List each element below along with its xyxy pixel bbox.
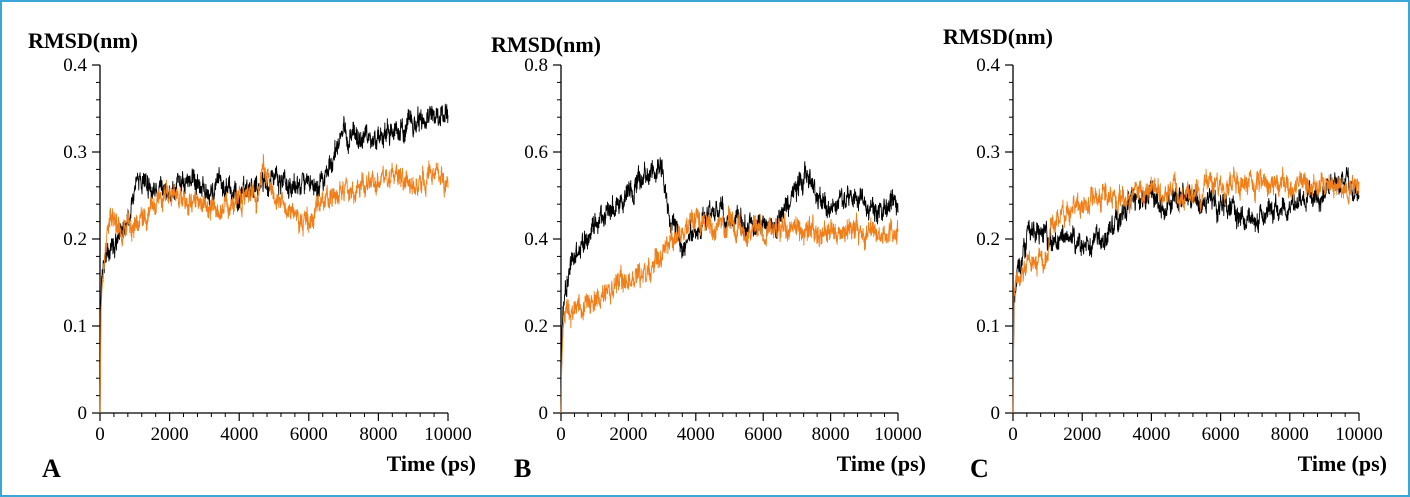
x-tick-label: 10000 bbox=[874, 424, 922, 445]
y-tick-label: 0 bbox=[991, 403, 1001, 424]
x-tick-label: 8000 bbox=[812, 424, 850, 445]
y-tick-label: 0 bbox=[539, 403, 549, 424]
x-axis-label: Time (ps) bbox=[837, 451, 926, 476]
x-tick-label: 6000 bbox=[744, 424, 782, 445]
series-line-black bbox=[1012, 167, 1360, 414]
y-axis-label: RMSD(nm) bbox=[28, 28, 138, 53]
x-tick-label: 8000 bbox=[1271, 424, 1309, 445]
series-line-black bbox=[99, 103, 449, 414]
y-tick-label: 0.1 bbox=[63, 316, 87, 337]
series-line-orange bbox=[560, 205, 899, 414]
x-tick-label: 2000 bbox=[609, 424, 647, 445]
x-tick-label: 4000 bbox=[677, 424, 715, 445]
y-tick-label: 0.4 bbox=[976, 55, 1000, 76]
panel-letter: A bbox=[42, 454, 61, 483]
series-line-orange bbox=[1012, 166, 1360, 414]
panel-letter: B bbox=[514, 454, 531, 483]
y-tick-label: 0.6 bbox=[524, 142, 548, 163]
y-tick-label: 0.2 bbox=[524, 316, 548, 337]
y-axis-label: RMSD(nm) bbox=[943, 24, 1053, 49]
x-tick-label: 10000 bbox=[1335, 424, 1383, 445]
panel-letter: C bbox=[970, 454, 989, 483]
y-tick-label: 0.3 bbox=[63, 142, 87, 163]
x-axis-label: Time (ps) bbox=[387, 451, 476, 476]
x-tick-label: 2000 bbox=[151, 424, 189, 445]
y-tick-label: 0.8 bbox=[524, 55, 548, 76]
x-tick-label: 6000 bbox=[1202, 424, 1240, 445]
series-line-orange bbox=[99, 153, 449, 414]
x-tick-label: 0 bbox=[95, 424, 105, 445]
x-tick-label: 8000 bbox=[359, 424, 397, 445]
y-tick-label: 0.4 bbox=[524, 229, 548, 250]
y-axis-label: RMSD(nm) bbox=[491, 32, 601, 57]
y-tick-label: 0 bbox=[78, 403, 88, 424]
x-tick-label: 0 bbox=[1008, 424, 1018, 445]
x-tick-label: 2000 bbox=[1063, 424, 1101, 445]
y-tick-label: 0.2 bbox=[976, 229, 1000, 250]
y-tick-label: 0.2 bbox=[63, 229, 87, 250]
x-tick-label: 0 bbox=[556, 424, 566, 445]
x-axis-label: Time (ps) bbox=[1298, 451, 1387, 476]
x-tick-label: 4000 bbox=[1132, 424, 1170, 445]
y-tick-label: 0.3 bbox=[976, 142, 1000, 163]
y-tick-label: 0.4 bbox=[63, 55, 87, 76]
x-tick-label: 4000 bbox=[220, 424, 258, 445]
x-tick-label: 10000 bbox=[424, 424, 472, 445]
y-tick-label: 0.1 bbox=[976, 316, 1000, 337]
x-tick-label: 6000 bbox=[290, 424, 328, 445]
